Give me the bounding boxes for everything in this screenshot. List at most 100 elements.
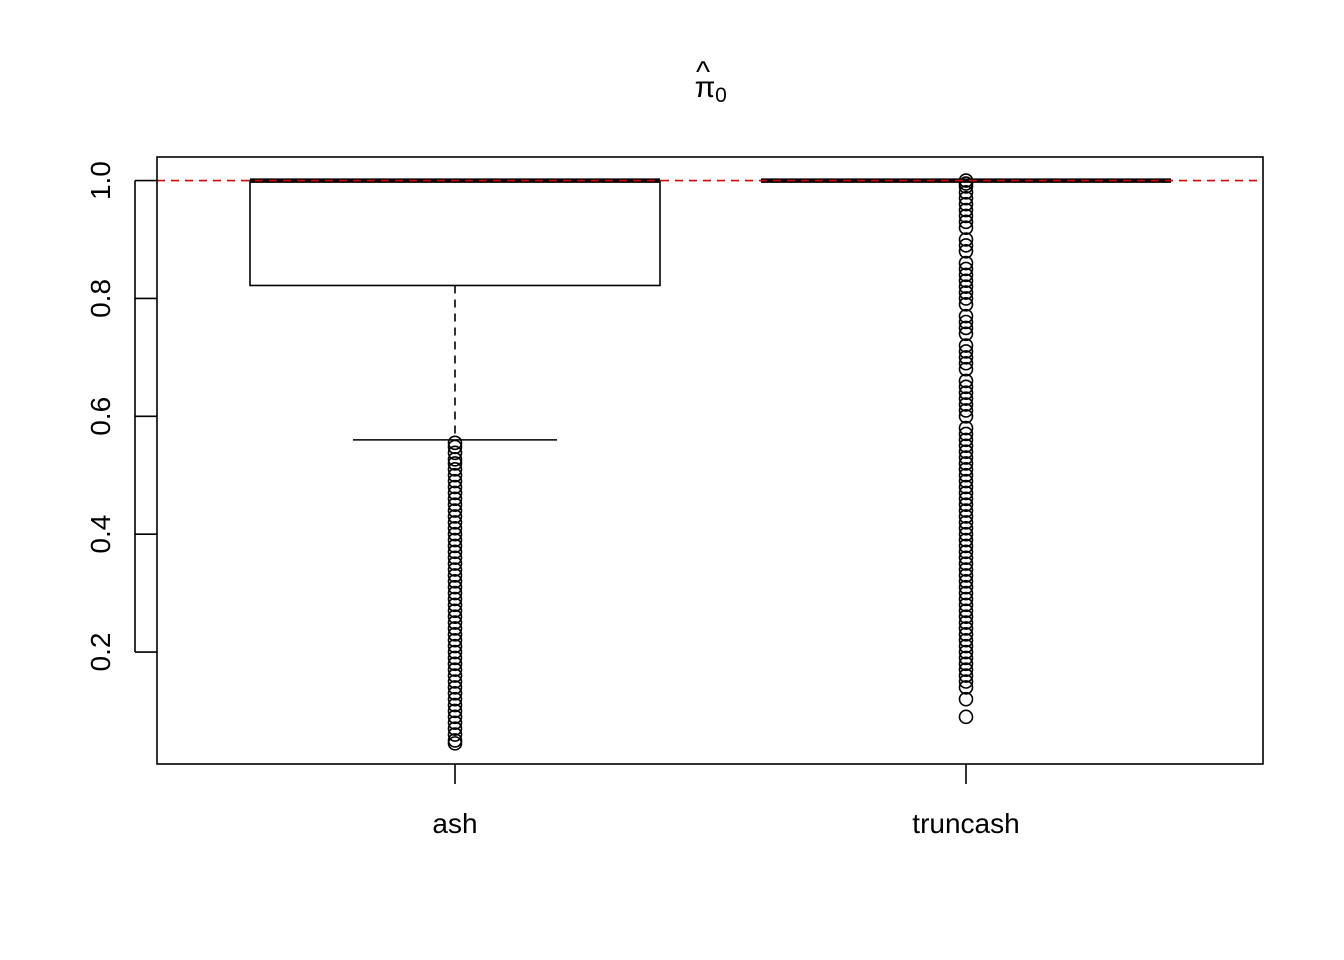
outlier-point	[958, 538, 974, 554]
outlier-point	[958, 202, 974, 218]
outlier-point	[958, 285, 974, 300]
outlier-point	[447, 644, 463, 660]
box-body	[249, 179, 661, 287]
outlier-point	[447, 515, 463, 530]
outlier-point	[958, 656, 974, 672]
outlier-point	[958, 196, 974, 212]
chart-title: ^ π 0	[695, 56, 727, 107]
outlier-point	[958, 709, 974, 725]
outlier-point	[958, 491, 974, 507]
outlier-point	[958, 621, 974, 636]
outlier-layer	[447, 173, 974, 751]
outlier-point	[447, 585, 463, 601]
outlier-point	[958, 479, 974, 495]
outlier-point	[958, 691, 974, 707]
outlier-point	[958, 208, 974, 224]
outlier-point	[958, 591, 974, 607]
outlier-point	[447, 715, 463, 731]
outlier-point	[447, 632, 463, 648]
outlier-point	[447, 509, 463, 524]
outlier-point	[447, 452, 463, 467]
outlier-point	[447, 721, 463, 736]
y-tick-label: 0.4	[85, 515, 116, 554]
outlier-point	[958, 214, 974, 230]
outlier-point	[958, 574, 974, 589]
outlier-point	[447, 491, 463, 507]
outlier-point	[958, 326, 974, 342]
outlier-point	[447, 538, 463, 554]
outlier-point	[447, 532, 463, 548]
outlier-point	[447, 497, 463, 512]
outlier-point	[958, 220, 974, 236]
outlier-point	[958, 609, 974, 624]
outlier-point	[958, 497, 974, 512]
outlier-point	[447, 550, 463, 566]
outlier-point	[958, 668, 974, 683]
outlier-point	[958, 255, 974, 271]
outlier-point	[447, 526, 463, 542]
outlier-point	[958, 615, 974, 630]
outlier-point	[447, 609, 463, 624]
outlier-point	[958, 373, 974, 389]
outlier-point	[958, 627, 974, 642]
outlier-point	[958, 515, 974, 530]
outlier-point	[958, 314, 974, 330]
outlier-point	[447, 668, 463, 683]
outlier-point	[447, 485, 463, 501]
outlier-point	[958, 267, 974, 283]
outlier-point	[958, 680, 974, 695]
outlier-point	[958, 456, 974, 471]
outlier-point	[958, 185, 974, 200]
box-layer	[249, 178, 1172, 441]
outlier-point	[447, 591, 463, 607]
outlier-point	[958, 355, 974, 371]
outlier-point	[958, 179, 974, 194]
outlier-point	[958, 385, 974, 401]
outlier-point	[958, 562, 974, 577]
outlier-point	[958, 585, 974, 601]
chart-title-hat: ^	[696, 56, 710, 89]
outlier-point	[447, 703, 463, 719]
outlier-point	[958, 444, 974, 459]
outlier-point	[958, 243, 974, 259]
outlier-point	[958, 273, 974, 289]
outlier-point	[958, 597, 974, 613]
outlier-point	[958, 556, 974, 571]
outlier-point	[447, 638, 463, 654]
outlier-point	[447, 544, 463, 560]
x-category-label: ash	[432, 808, 477, 839]
x-category-label: truncash	[912, 808, 1019, 839]
outlier-point	[958, 438, 974, 454]
outlier-point	[447, 685, 463, 701]
outlier-point	[958, 420, 974, 436]
outlier-point	[958, 485, 974, 501]
outlier-point	[958, 238, 974, 253]
outlier-point	[958, 403, 974, 418]
chart-title-symbol: π	[695, 71, 716, 104]
outlier-point	[958, 379, 974, 395]
outlier-point	[447, 621, 463, 636]
outlier-point	[447, 579, 463, 595]
outlier-point	[958, 467, 974, 483]
y-tick-label: 0.8	[85, 279, 116, 318]
outlier-point	[447, 697, 463, 713]
outlier-point	[447, 467, 463, 483]
outlier-point	[958, 526, 974, 542]
outlier-point	[958, 432, 974, 448]
outlier-point	[447, 736, 463, 751]
outlier-point	[447, 520, 463, 536]
outlier-point	[958, 462, 974, 477]
outlier-point	[958, 650, 974, 666]
outlier-point	[447, 445, 463, 461]
outlier-point	[958, 391, 974, 406]
outlier-point	[447, 456, 463, 471]
outlier-point	[958, 662, 974, 678]
outlier-point	[958, 579, 974, 595]
outlier-point	[447, 568, 463, 583]
outlier-point	[958, 473, 974, 489]
outlier-point	[958, 644, 974, 660]
y-tick-label: 0.6	[85, 397, 116, 436]
outlier-point	[958, 550, 974, 566]
outlier-point	[958, 568, 974, 583]
